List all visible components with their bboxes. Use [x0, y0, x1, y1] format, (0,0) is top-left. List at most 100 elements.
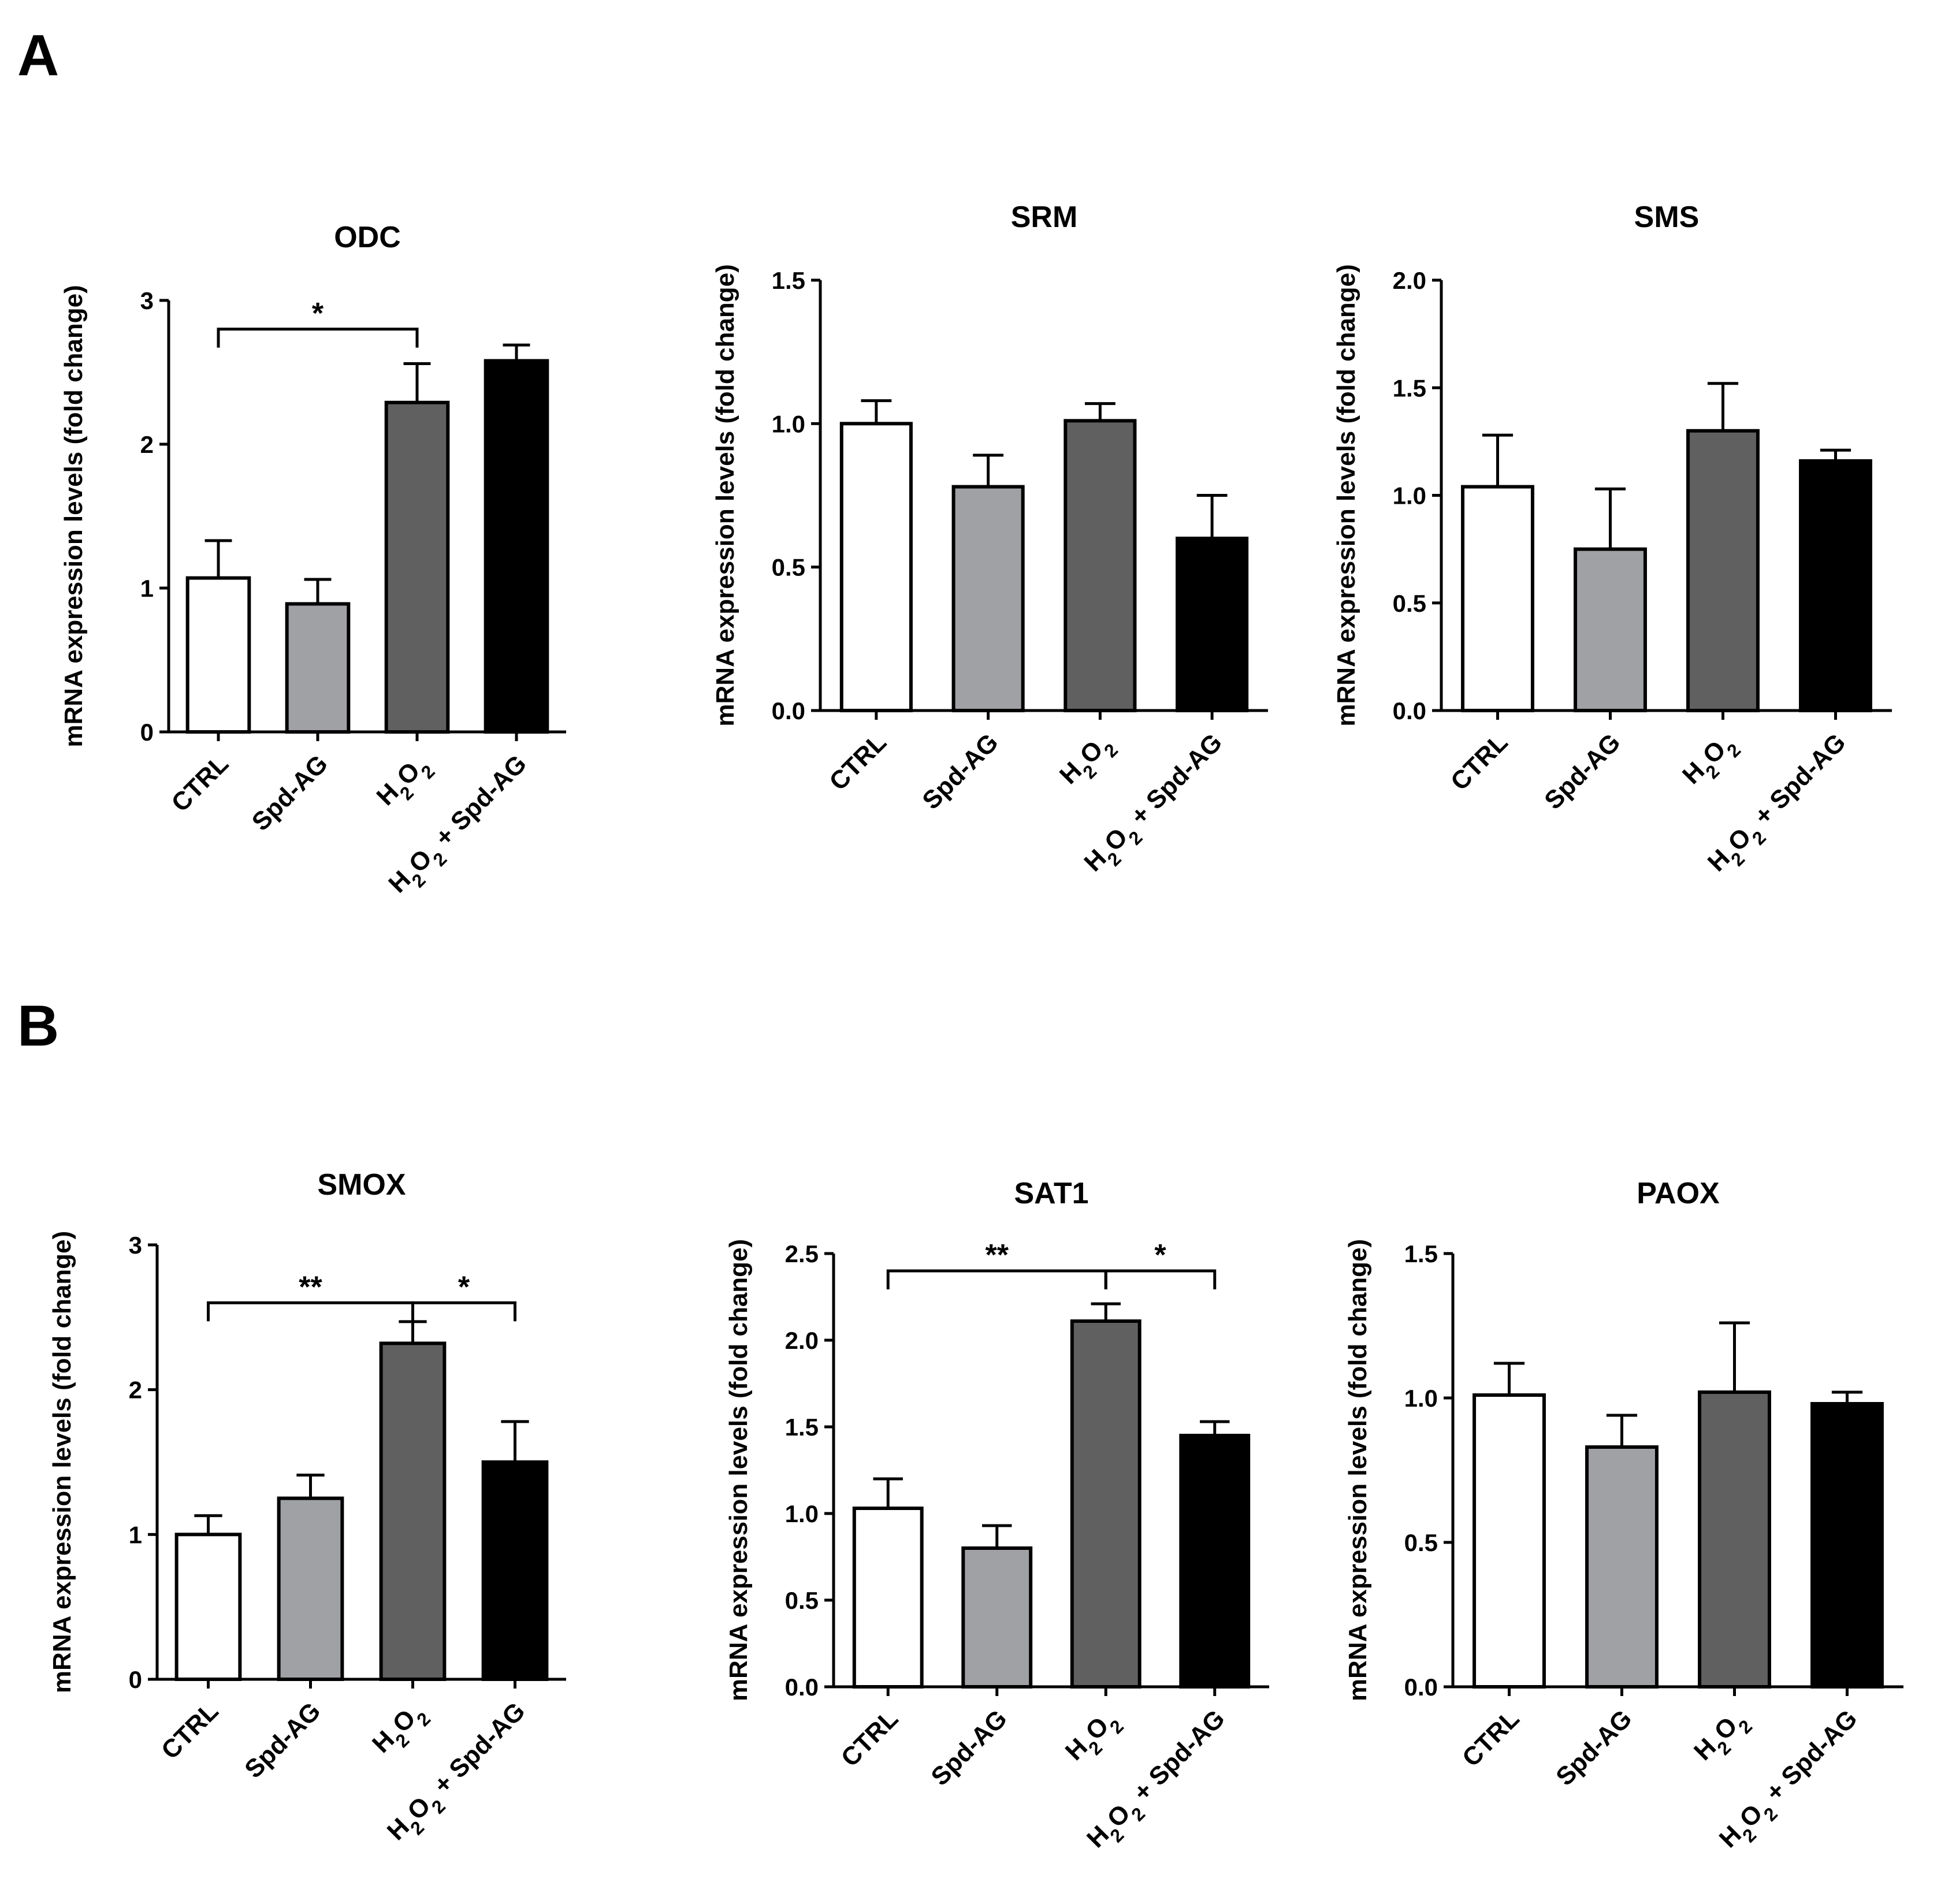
y-tick-label: 1.5 — [1393, 374, 1426, 401]
bar-1 — [1461, 485, 1534, 712]
bar-4 — [481, 1460, 549, 1681]
y-tick-label: 0 — [140, 719, 154, 746]
chart-sms: SMS mRNA expression levels (fold change) 0… — [1332, 200, 1892, 877]
chart-srm: SRM mRNA expression levels (fold change) 0… — [711, 200, 1268, 877]
bar-4 — [1810, 1402, 1884, 1689]
significance-label: * — [312, 297, 324, 330]
category-label: Spd-AG — [925, 1704, 1012, 1791]
bar-1 — [185, 576, 251, 734]
bar-3 — [379, 1341, 447, 1682]
chart-title: SMS — [1634, 200, 1700, 234]
category-label: H2O2 — [1060, 1704, 1128, 1772]
bar-3 — [1070, 1319, 1141, 1689]
chart-title: SAT1 — [1014, 1177, 1088, 1210]
y-tick-label: 0.5 — [785, 1587, 819, 1614]
significance-label: * — [1154, 1239, 1166, 1272]
category-label: H2O2 — [1054, 728, 1122, 795]
category-label: CTRL — [166, 749, 234, 817]
chart-paox: PAOX mRNA expression levels (fold change)… — [1344, 1177, 1903, 1853]
y-tick-label: 1.5 — [785, 1414, 819, 1441]
panel-label-b: B — [17, 994, 59, 1058]
y-tick-label: 1.5 — [772, 267, 805, 294]
y-tick-label: 1.0 — [1404, 1385, 1438, 1412]
category-label: CTRL — [824, 728, 892, 796]
y-axis-label: mRNA expression levels (fold change) — [60, 285, 88, 747]
y-tick-label: 1.0 — [785, 1500, 819, 1527]
category-label: Spd-AG — [1539, 728, 1626, 815]
bar-3 — [1686, 429, 1760, 712]
significance-bracket — [886, 1269, 1107, 1289]
bar-2 — [1585, 1445, 1659, 1689]
chart-title: PAOX — [1637, 1177, 1720, 1210]
y-axis-label: mRNA expression levels (fold change) — [724, 1239, 753, 1701]
significance-bracket — [411, 1301, 516, 1322]
bar-4 — [1179, 1434, 1251, 1689]
y-tick-label: 2.0 — [785, 1327, 819, 1354]
y-tick-label: 1.0 — [1393, 482, 1426, 510]
bar-4 — [1799, 459, 1872, 713]
y-tick-label: 0 — [129, 1666, 142, 1693]
y-tick-label: 1 — [129, 1521, 142, 1548]
category-label: H2O2 — [1677, 728, 1745, 795]
y-tick-label: 0.5 — [1404, 1529, 1438, 1556]
bar-2 — [961, 1546, 1033, 1689]
significance-bracket — [207, 1301, 414, 1322]
significance-label: ** — [986, 1239, 1009, 1272]
chart-smox: SMOX mRNA expression levels (fold change)… — [48, 1168, 566, 1846]
panel-label-a: A — [17, 23, 59, 88]
bar-2 — [951, 485, 1025, 712]
category-label: CTRL — [836, 1704, 904, 1772]
y-tick-label: 0.5 — [1393, 590, 1426, 617]
y-tick-label: 1.5 — [1404, 1240, 1438, 1267]
chart-odc: ODC mRNA expression levels (fold change) 0… — [60, 221, 566, 898]
chart-title: SMOX — [317, 1168, 406, 1202]
significance-label: ** — [299, 1270, 322, 1304]
bar-3 — [1698, 1390, 1771, 1689]
y-tick-label: 3 — [140, 287, 154, 314]
category-label: Spd-AG — [1550, 1704, 1637, 1791]
significance-bracket — [217, 328, 419, 348]
y-tick-label: 1 — [140, 575, 154, 602]
y-tick-label: 0.0 — [1393, 697, 1426, 724]
y-axis-label: mRNA expression levels (fold change) — [711, 264, 739, 726]
y-tick-label: 2 — [140, 431, 154, 458]
bar-1 — [852, 1507, 924, 1689]
chart-sat1: SAT1 mRNA expression levels (fold change)… — [724, 1177, 1269, 1853]
bar-4 — [484, 359, 549, 734]
bar-3 — [1064, 419, 1137, 712]
bar-1 — [1473, 1393, 1546, 1689]
y-tick-label: 0.0 — [1404, 1674, 1438, 1701]
chart-title: ODC — [334, 221, 401, 254]
y-tick-label: 0.0 — [785, 1674, 819, 1701]
y-axis-label: mRNA expression levels (fold change) — [48, 1231, 76, 1693]
category-label: CTRL — [156, 1697, 224, 1765]
bar-2 — [1574, 547, 1647, 712]
category-label: CTRL — [1445, 728, 1514, 796]
chart-title: SRM — [1011, 200, 1078, 234]
category-label: Spd-AG — [917, 728, 1003, 815]
bar-1 — [174, 1533, 242, 1681]
y-tick-label: 3 — [129, 1232, 142, 1259]
bar-2 — [277, 1496, 344, 1682]
bar-2 — [285, 602, 351, 734]
y-tick-label: 0.5 — [772, 554, 805, 581]
bar-4 — [1176, 537, 1249, 712]
category-label: H2O2 — [371, 749, 439, 817]
y-tick-label: 1.0 — [772, 410, 805, 437]
charts-layer: ODC mRNA expression levels (fold change) 0… — [48, 200, 1903, 1853]
y-tick-label: 2.5 — [785, 1240, 819, 1267]
bar-1 — [839, 422, 913, 712]
category-label: CTRL — [1457, 1704, 1525, 1772]
y-axis-label: mRNA expression levels (fold change) — [1332, 264, 1360, 726]
y-tick-label: 0.0 — [772, 697, 805, 724]
category-label: H2O2 — [1689, 1704, 1756, 1772]
y-tick-label: 2 — [129, 1377, 142, 1404]
significance-bracket — [1104, 1269, 1217, 1289]
category-label: H2O2 — [367, 1697, 434, 1764]
y-tick-label: 2.0 — [1393, 267, 1426, 294]
y-axis-label: mRNA expression levels (fold change) — [1344, 1239, 1372, 1701]
category-label: Spd-AG — [239, 1697, 326, 1783]
significance-label: * — [458, 1270, 470, 1304]
